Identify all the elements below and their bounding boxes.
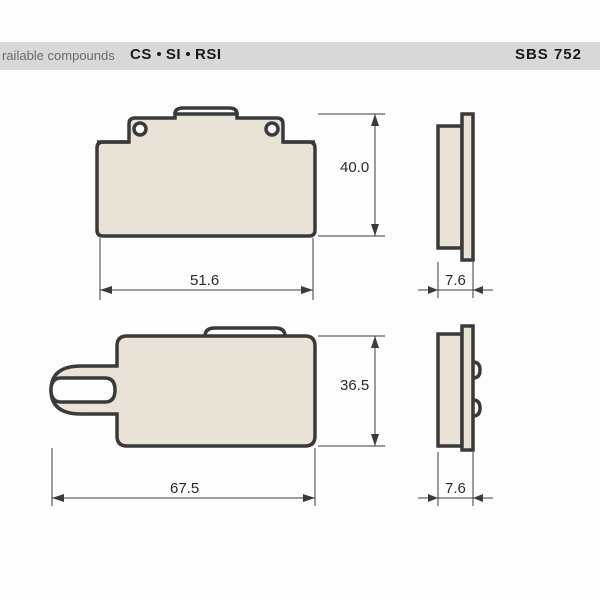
- dot-sep: [186, 52, 190, 56]
- dim-top-width: 51.6: [100, 238, 313, 300]
- compounds-list: CS SI RSI: [130, 46, 222, 63]
- dim-bottom-width: 67.5: [52, 448, 315, 506]
- top-pad-side: [438, 114, 473, 260]
- compound-rsi: RSI: [195, 46, 222, 63]
- dim-top-width-text: 51.6: [190, 272, 219, 289]
- dim-bottom-height-text: 36.5: [340, 377, 369, 394]
- compound-cs: CS: [130, 46, 152, 63]
- technical-drawing: 51.6 40.0 7.6: [0, 90, 600, 550]
- bottom-pad-side: [438, 326, 480, 450]
- dim-bottom-height: 36.5: [318, 336, 385, 446]
- dim-top-thickness: 7.6: [418, 262, 493, 298]
- dim-top-height-text: 40.0: [340, 159, 369, 176]
- dim-bottom-width-text: 67.5: [170, 480, 199, 497]
- dot-sep: [157, 52, 161, 56]
- compound-si: SI: [166, 46, 181, 63]
- top-pad-front: [97, 108, 315, 236]
- sbs-code: SBS 752: [515, 46, 582, 63]
- dim-top-height: 40.0: [318, 114, 385, 236]
- dim-top-thickness-text: 7.6: [445, 272, 466, 289]
- dim-bottom-thickness: 7.6: [418, 452, 493, 506]
- compounds-prefix: railable compounds: [2, 48, 115, 63]
- bottom-pad-front: [51, 328, 315, 446]
- dim-bottom-thickness-text: 7.6: [445, 480, 466, 497]
